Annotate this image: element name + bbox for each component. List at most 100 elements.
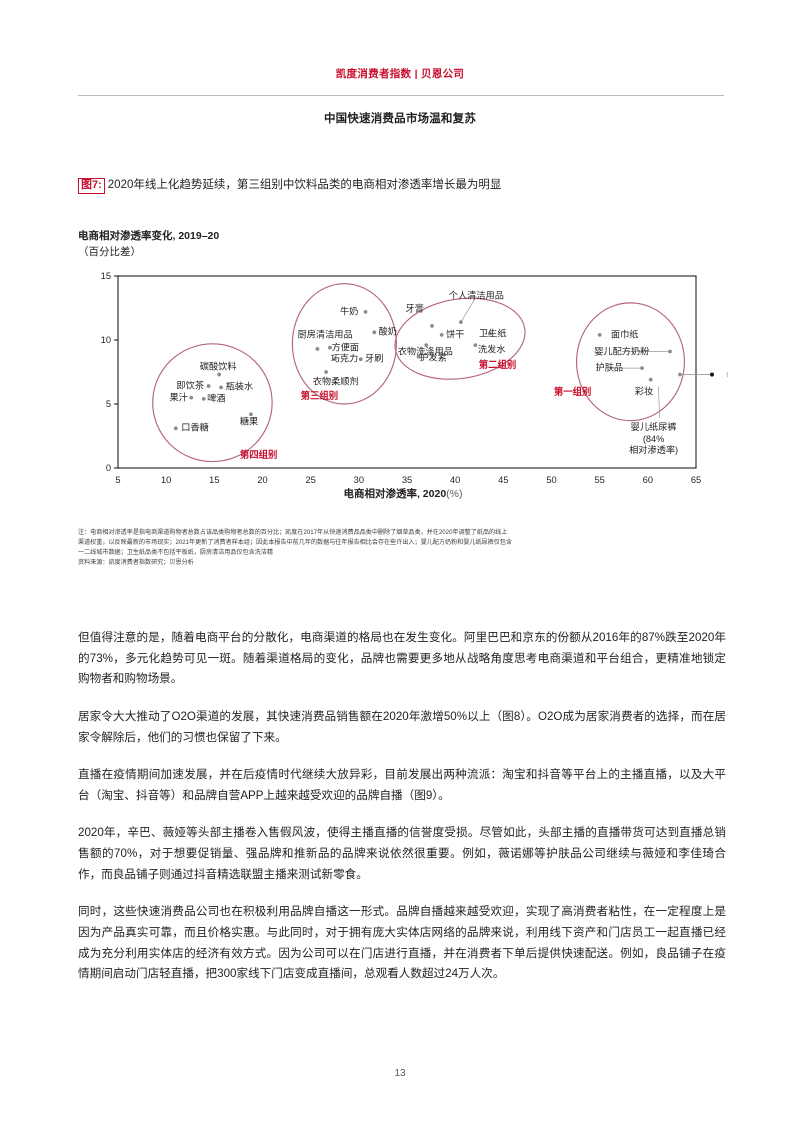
y-tick-label: 5 (105, 399, 111, 409)
figure-7-chart: 电商相对渗透率变化, 2019–20 （百分比差） 0 5 10 15 5 10 15 20 2… (78, 228, 728, 518)
chart-subtitle: （百分比差） (78, 246, 141, 258)
paragraph-2: 居家令大大推动了O2O渠道的发展，其快速消费品销售额在2020年激增50%以上（… (78, 709, 726, 744)
data-point-label: 果汁 (169, 391, 188, 402)
data-point (372, 330, 377, 335)
group-ellipse (152, 343, 273, 463)
x-tick-label: 65 (690, 475, 702, 485)
data-point (328, 345, 332, 350)
data-point-label: 碳酸饮料 (199, 361, 237, 372)
data-point-label: 彩妆 (634, 386, 654, 397)
data-point-label: 个人清洁用品 (448, 290, 504, 301)
data-point-label: 厨房清洁用品 (297, 329, 353, 340)
offscale-callout: 婴儿纸尿裤 (84% 相对渗透率) (629, 422, 678, 457)
data-point (430, 324, 434, 328)
data-point-label: 洗发水 (477, 344, 506, 355)
x-tick-label: 10 (160, 475, 172, 485)
x-axis-title-text: 电商相对渗透率, 2020 (343, 488, 447, 500)
x-tick-label: 20 (257, 475, 268, 485)
data-point (358, 357, 363, 362)
data-point (173, 426, 178, 431)
data-point-label: 啤酒 (207, 393, 226, 404)
data-point (189, 395, 194, 400)
data-point-label: 牙膏 (405, 303, 424, 314)
page-title: 中国快速消费品市场温和复苏 (323, 113, 477, 125)
page-number: 13 (394, 1068, 406, 1079)
group-ellipse (575, 302, 686, 422)
data-point-label: 口香糖 (181, 422, 209, 433)
paragraph-3: 直播在疫情期间加速发展，并在后疫情时代继续大放异彩，目前发展出两种流派：淘宝和抖… (78, 768, 726, 802)
data-point-label: 巧克力 (330, 353, 359, 364)
header-divider (78, 95, 724, 96)
figure-notes: 注：电商相对渗透率是指电商渠道购物者总数占该品类购物者总数的百分比；凯度在201… (78, 528, 730, 567)
group-label: 第四组别 (239, 448, 278, 460)
data-point-label: 牙刷 (365, 353, 384, 364)
group-ellipse (394, 297, 526, 380)
data-point (332, 357, 337, 362)
offscale-callout-line: 婴儿纸尿裤 (630, 421, 677, 432)
data-point-label: 衣物柔顺剂 (312, 376, 359, 387)
x-tick-label: 25 (305, 475, 316, 485)
data-point (648, 377, 653, 382)
plot-frame (117, 275, 697, 469)
data-point (597, 332, 602, 337)
data-point-label: 饼干 (445, 329, 465, 340)
data-point-label: 婴儿配方奶粉 (594, 345, 650, 356)
group-label: 第一组别 (553, 386, 592, 398)
chart-title: 电商相对渗透率变化, 2019–20 (78, 230, 220, 242)
figure-caption: 图7: 2020年线上化趋势延续，第三组别中饮料品类的电商相对渗透率增长最为明显 (78, 178, 728, 194)
data-point (363, 309, 368, 314)
data-point (487, 331, 492, 336)
group-ellipse (291, 283, 397, 405)
data-point-label: 酸奶 (378, 326, 397, 337)
x-tick-label: 55 (594, 475, 605, 485)
data-point-label: 瓶装水 (225, 381, 254, 392)
figure-tag: 图7: (78, 178, 105, 194)
scatter-plot-area: 0 5 10 15 5 10 15 20 25 30 35 40 45 50 55 60 65 第一组别 面巾纸 婴儿… (78, 270, 728, 518)
data-point (416, 354, 421, 359)
data-point-label: 面巾纸 (610, 329, 639, 340)
figure-caption-text: 2020年线上化趋势延续，第三组别中饮料品类的电商相对渗透率增长最为明显 (107, 179, 502, 191)
offscale-callout-line: 相对渗透率) (629, 445, 679, 456)
scatter-plot-svg (114, 275, 728, 469)
data-point (201, 396, 206, 401)
data-point (219, 385, 223, 390)
x-tick-label: 30 (353, 475, 364, 485)
group-label: 第三组别 (300, 390, 339, 402)
x-tick-label: 5 (115, 475, 121, 485)
data-point-label: 糖果 (239, 416, 259, 427)
data-point-label: 护发素 (419, 352, 447, 363)
x-tick-label: 50 (546, 475, 557, 485)
x-axis-unit: (%) (446, 488, 463, 500)
note-line-3: 一二线城市数据；卫生纸品类不包括平板纸，厨房清洁用品仅包含洗洁精 (78, 548, 273, 556)
data-point-label: 卫生纸 (478, 327, 507, 338)
data-point (473, 343, 478, 348)
group-label: 第二组别 (478, 359, 517, 371)
data-point (249, 412, 253, 417)
data-point (439, 332, 444, 337)
y-tick-label: 10 (100, 335, 111, 345)
data-point (424, 343, 429, 348)
running-head: 凯度消费者指数 | 贝恩公司 (335, 68, 465, 80)
paragraph-4: 2020年，辛巴、薇娅等头部主播卷入售假风波，使得主播直播的信誉度受损。尽管如此… (78, 826, 726, 881)
x-tick-label: 45 (498, 475, 509, 485)
data-point-label: 方便面 (331, 341, 360, 352)
data-point (217, 372, 222, 377)
y-tick-label: 0 (105, 463, 111, 473)
data-point (206, 384, 211, 388)
paragraph-1: 但值得注意的是，随着电商平台的分散化，电商渠道的格局也在发生变化。阿里巴巴和京东… (78, 631, 726, 686)
x-tick-label: 40 (449, 475, 461, 485)
offscale-callout-line: (84% (642, 433, 665, 444)
data-point (315, 347, 320, 351)
paragraph-5: 同时，这些快速消费品公司也在积极利用品牌自播这一形式。品牌自播越来越受欢迎，实现… (78, 905, 726, 981)
data-point-label: 即饮茶 (176, 380, 205, 391)
x-tick-label: 35 (401, 475, 413, 485)
x-axis-title: 电商相对渗透率, 2020(%) (78, 486, 728, 501)
data-point-label: 衣物洗涤用品 (397, 345, 453, 356)
note-line-2: 渠道权重，以反映最新的市场现实；2021年更新了消费者样本组；因此本报告中前几年… (78, 538, 513, 546)
y-tick-label: 15 (100, 271, 111, 281)
x-tick-label: 60 (642, 475, 653, 485)
data-point-label: 牛奶 (340, 306, 359, 317)
note-line-1: 注：电商相对渗透率是指电商渠道购物者总数占该品类购物者总数的百分比；凯度在201… (78, 529, 508, 536)
data-point-label: 护肤品 (595, 362, 624, 373)
